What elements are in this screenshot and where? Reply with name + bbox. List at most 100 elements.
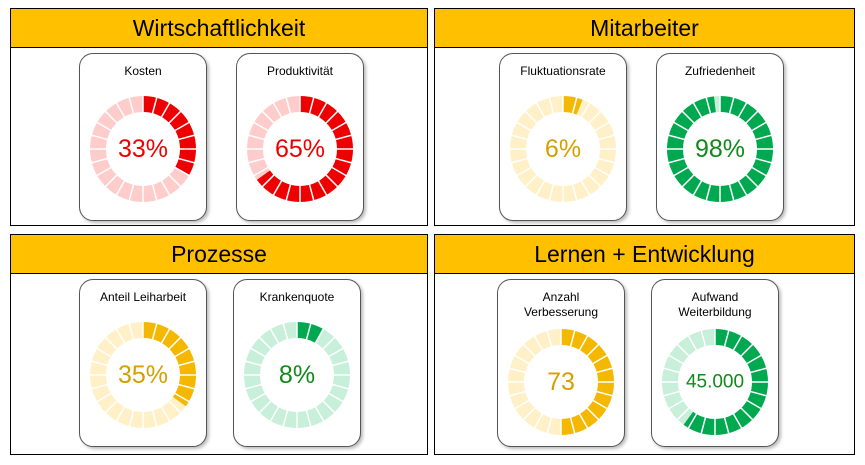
segment-gap xyxy=(167,110,182,125)
segment-gap xyxy=(546,416,553,435)
segment-gap xyxy=(728,96,735,115)
segment-gap xyxy=(324,173,339,188)
segment-gap xyxy=(597,157,616,164)
segment-gap xyxy=(160,101,171,119)
segment-gap xyxy=(676,406,691,421)
segment-gap xyxy=(591,354,609,365)
segment-gap xyxy=(177,383,196,390)
segment-gap xyxy=(327,347,345,358)
segment-gap xyxy=(104,399,119,414)
segment-gap xyxy=(285,183,292,202)
segment-gap xyxy=(272,179,283,197)
segment-gap xyxy=(167,399,182,414)
gauge-label: Krankenquote xyxy=(259,290,335,304)
segment-gap xyxy=(754,157,773,164)
gauge-label: Anteil Leiharbeit xyxy=(99,290,187,304)
segment-gap xyxy=(104,173,119,188)
gauge-label: Fluktuationsrate xyxy=(520,64,606,78)
segment-gap xyxy=(535,179,546,197)
segment-gap xyxy=(115,179,126,197)
segment-gap xyxy=(580,179,591,197)
segment-gap xyxy=(535,101,546,119)
panel-title: Lernen + Entwicklung xyxy=(435,235,854,274)
segment-gap xyxy=(745,354,763,365)
segment-gap xyxy=(728,183,735,202)
segment-gap xyxy=(261,110,276,125)
segment-gap xyxy=(177,360,196,367)
segment-gap xyxy=(672,121,690,132)
segment-gap xyxy=(513,354,531,365)
segment-gap xyxy=(508,390,527,397)
gauge: 6% xyxy=(509,95,617,203)
segment-gap xyxy=(269,405,280,423)
segment-gap xyxy=(249,347,267,358)
segment-gap xyxy=(723,329,730,348)
gauge-label: Zufriedenheit xyxy=(684,64,756,78)
segment-gap xyxy=(750,166,768,177)
segment-gap xyxy=(571,183,578,202)
segment-gap xyxy=(177,157,196,164)
gauge: 35% xyxy=(89,321,197,429)
gauge-value: 65% xyxy=(275,135,325,163)
segment-gap xyxy=(524,110,539,125)
gauge-label: Produktivität xyxy=(266,64,334,78)
segment-gap xyxy=(282,409,289,428)
gauge: 45.000 xyxy=(661,328,769,436)
segment-gap xyxy=(331,383,350,390)
segment-gap xyxy=(151,183,158,202)
segment-gap xyxy=(739,343,754,358)
segment-gap xyxy=(90,157,109,164)
segment-gap xyxy=(578,412,589,430)
segment-gap xyxy=(321,399,336,414)
segment-gap xyxy=(90,360,109,367)
gauge-value: 98% xyxy=(695,135,745,163)
segment-gap xyxy=(334,134,353,141)
segment-gap xyxy=(90,383,109,390)
segment-gap xyxy=(732,412,743,430)
segment-gap xyxy=(330,166,348,177)
segment-gap xyxy=(128,96,135,115)
gauge-value: 45.000 xyxy=(686,372,744,393)
segment-gap xyxy=(258,399,273,414)
segment-gap xyxy=(744,173,759,188)
gauge-card: Aufwand Weiterbildung 45.000 xyxy=(651,279,779,447)
segment-gap xyxy=(314,327,325,345)
segment-gap xyxy=(95,166,113,177)
segment-gap xyxy=(247,157,266,164)
segment-gap xyxy=(597,134,616,141)
segment-gap xyxy=(522,343,537,358)
segment-gap xyxy=(173,392,191,403)
segment-gap xyxy=(128,409,135,428)
panel: Mitarbeiter Fluktuationsrate 6% Zufriedenhe… xyxy=(434,8,855,226)
gauge-value: 73 xyxy=(547,368,575,396)
segment-gap xyxy=(258,336,273,351)
gauge-card: Zufriedenheit 98% xyxy=(656,53,784,221)
segment-gap xyxy=(330,121,348,132)
segment-gap xyxy=(687,334,698,352)
segment-gap xyxy=(317,101,328,119)
segment-gap xyxy=(595,367,614,374)
segment-gap xyxy=(104,336,119,351)
gauge-card: Fluktuationsrate 6% xyxy=(499,53,627,221)
segment-gap xyxy=(95,392,113,403)
segment-gap xyxy=(327,392,345,403)
segment-gap xyxy=(305,322,312,341)
segment-gap xyxy=(593,166,611,177)
segment-gap xyxy=(104,110,119,125)
segment-gap xyxy=(580,101,591,119)
segment-gap xyxy=(569,416,576,435)
segment-gap xyxy=(151,409,158,428)
gauge-label: Aufwand Weiterbildung xyxy=(678,290,752,319)
segment-gap xyxy=(115,405,126,423)
segment-gap xyxy=(732,334,743,352)
segment-gap xyxy=(522,406,537,421)
segment-gap xyxy=(128,322,135,341)
gauge: 73 xyxy=(507,328,615,436)
segment-gap xyxy=(510,134,529,141)
panel: Lernen + Entwicklung Anzahl Verbesserung 7… xyxy=(434,234,855,455)
segment-gap xyxy=(524,173,539,188)
segment-gap xyxy=(700,416,707,435)
segment-gap xyxy=(334,157,353,164)
segment-gap xyxy=(167,173,182,188)
segment-gap xyxy=(128,183,135,202)
